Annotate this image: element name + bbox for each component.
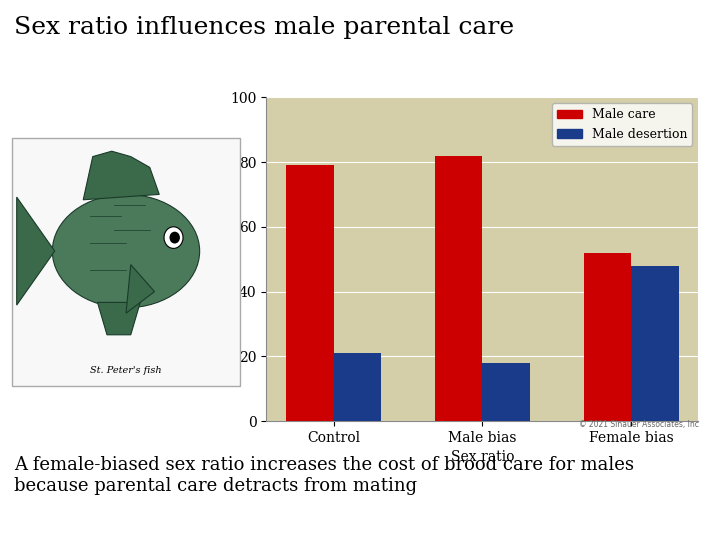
Bar [333, 353, 382, 421]
Polygon shape [126, 265, 155, 313]
Ellipse shape [53, 194, 199, 308]
Legend: Male care, Male desertion: Male care, Male desertion [552, 104, 692, 146]
Y-axis label: Percentage of cases: Percentage of cases [211, 189, 225, 329]
Bar [583, 253, 631, 421]
Text: St. Peter's fish: St. Peter's fish [90, 366, 162, 375]
X-axis label: Sex ratio: Sex ratio [451, 450, 514, 464]
Bar [631, 266, 679, 421]
Polygon shape [97, 302, 140, 335]
Circle shape [164, 227, 183, 248]
FancyBboxPatch shape [12, 138, 240, 386]
Bar [286, 165, 333, 421]
Text: A female-biased sex ratio increases the cost of brood care for males
because par: A female-biased sex ratio increases the … [14, 456, 634, 495]
Bar [482, 363, 530, 421]
Polygon shape [84, 151, 159, 200]
Text: © 2021 Sinauer Associates, Inc: © 2021 Sinauer Associates, Inc [579, 420, 698, 429]
Bar [435, 156, 482, 421]
Polygon shape [17, 197, 55, 305]
Circle shape [169, 232, 180, 244]
Text: Sex ratio influences male parental care: Sex ratio influences male parental care [14, 16, 515, 39]
